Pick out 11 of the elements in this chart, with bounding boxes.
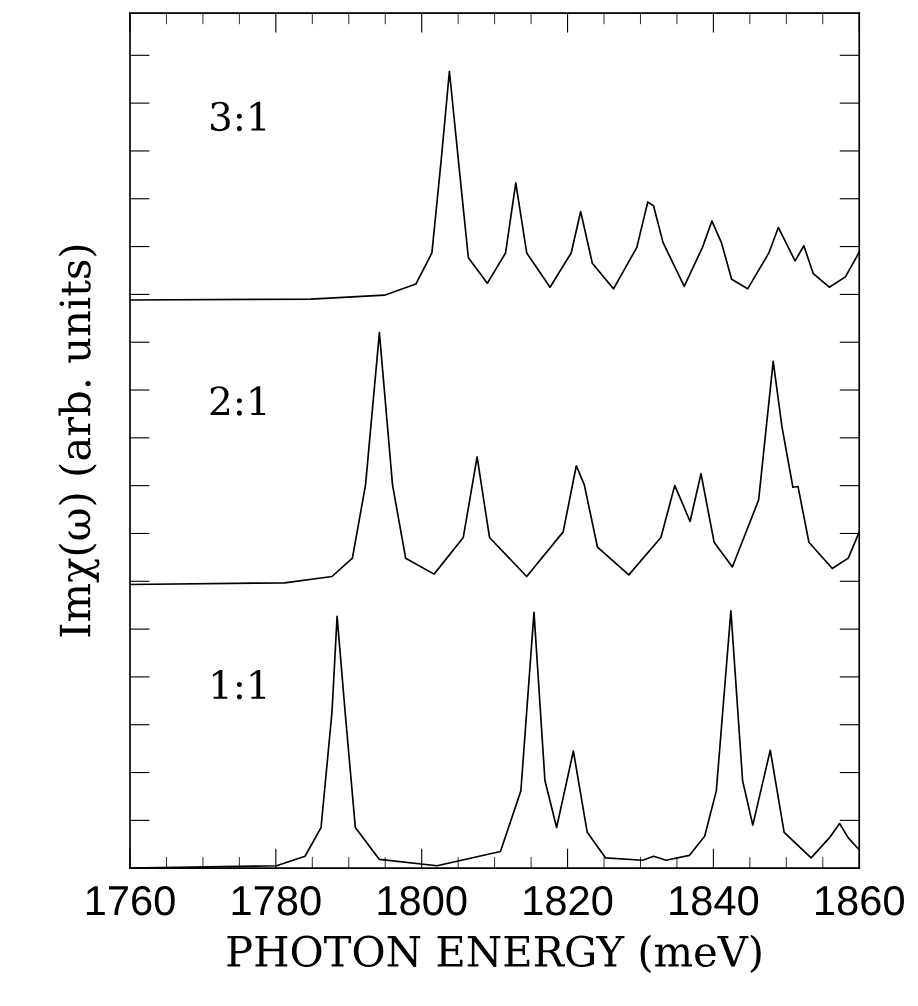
y-axis-title: Imχ(ω) (arb. units) xyxy=(58,245,100,637)
x-tick-label: 1840 xyxy=(670,885,759,916)
legend-label: 1:1 xyxy=(212,669,266,700)
legend-label: 3:1 xyxy=(211,101,266,132)
x-tick-label: 1860 xyxy=(816,885,904,916)
x-tick-label: 1820 xyxy=(524,885,613,916)
x-tick-label: 1780 xyxy=(232,885,321,916)
x-axis-title: PHOTON ENERGY (meV) xyxy=(227,934,761,973)
x-tick-label: 1800 xyxy=(378,885,467,916)
x-tick-label: 1760 xyxy=(86,885,175,916)
legend-label: 2:1 xyxy=(210,386,266,416)
